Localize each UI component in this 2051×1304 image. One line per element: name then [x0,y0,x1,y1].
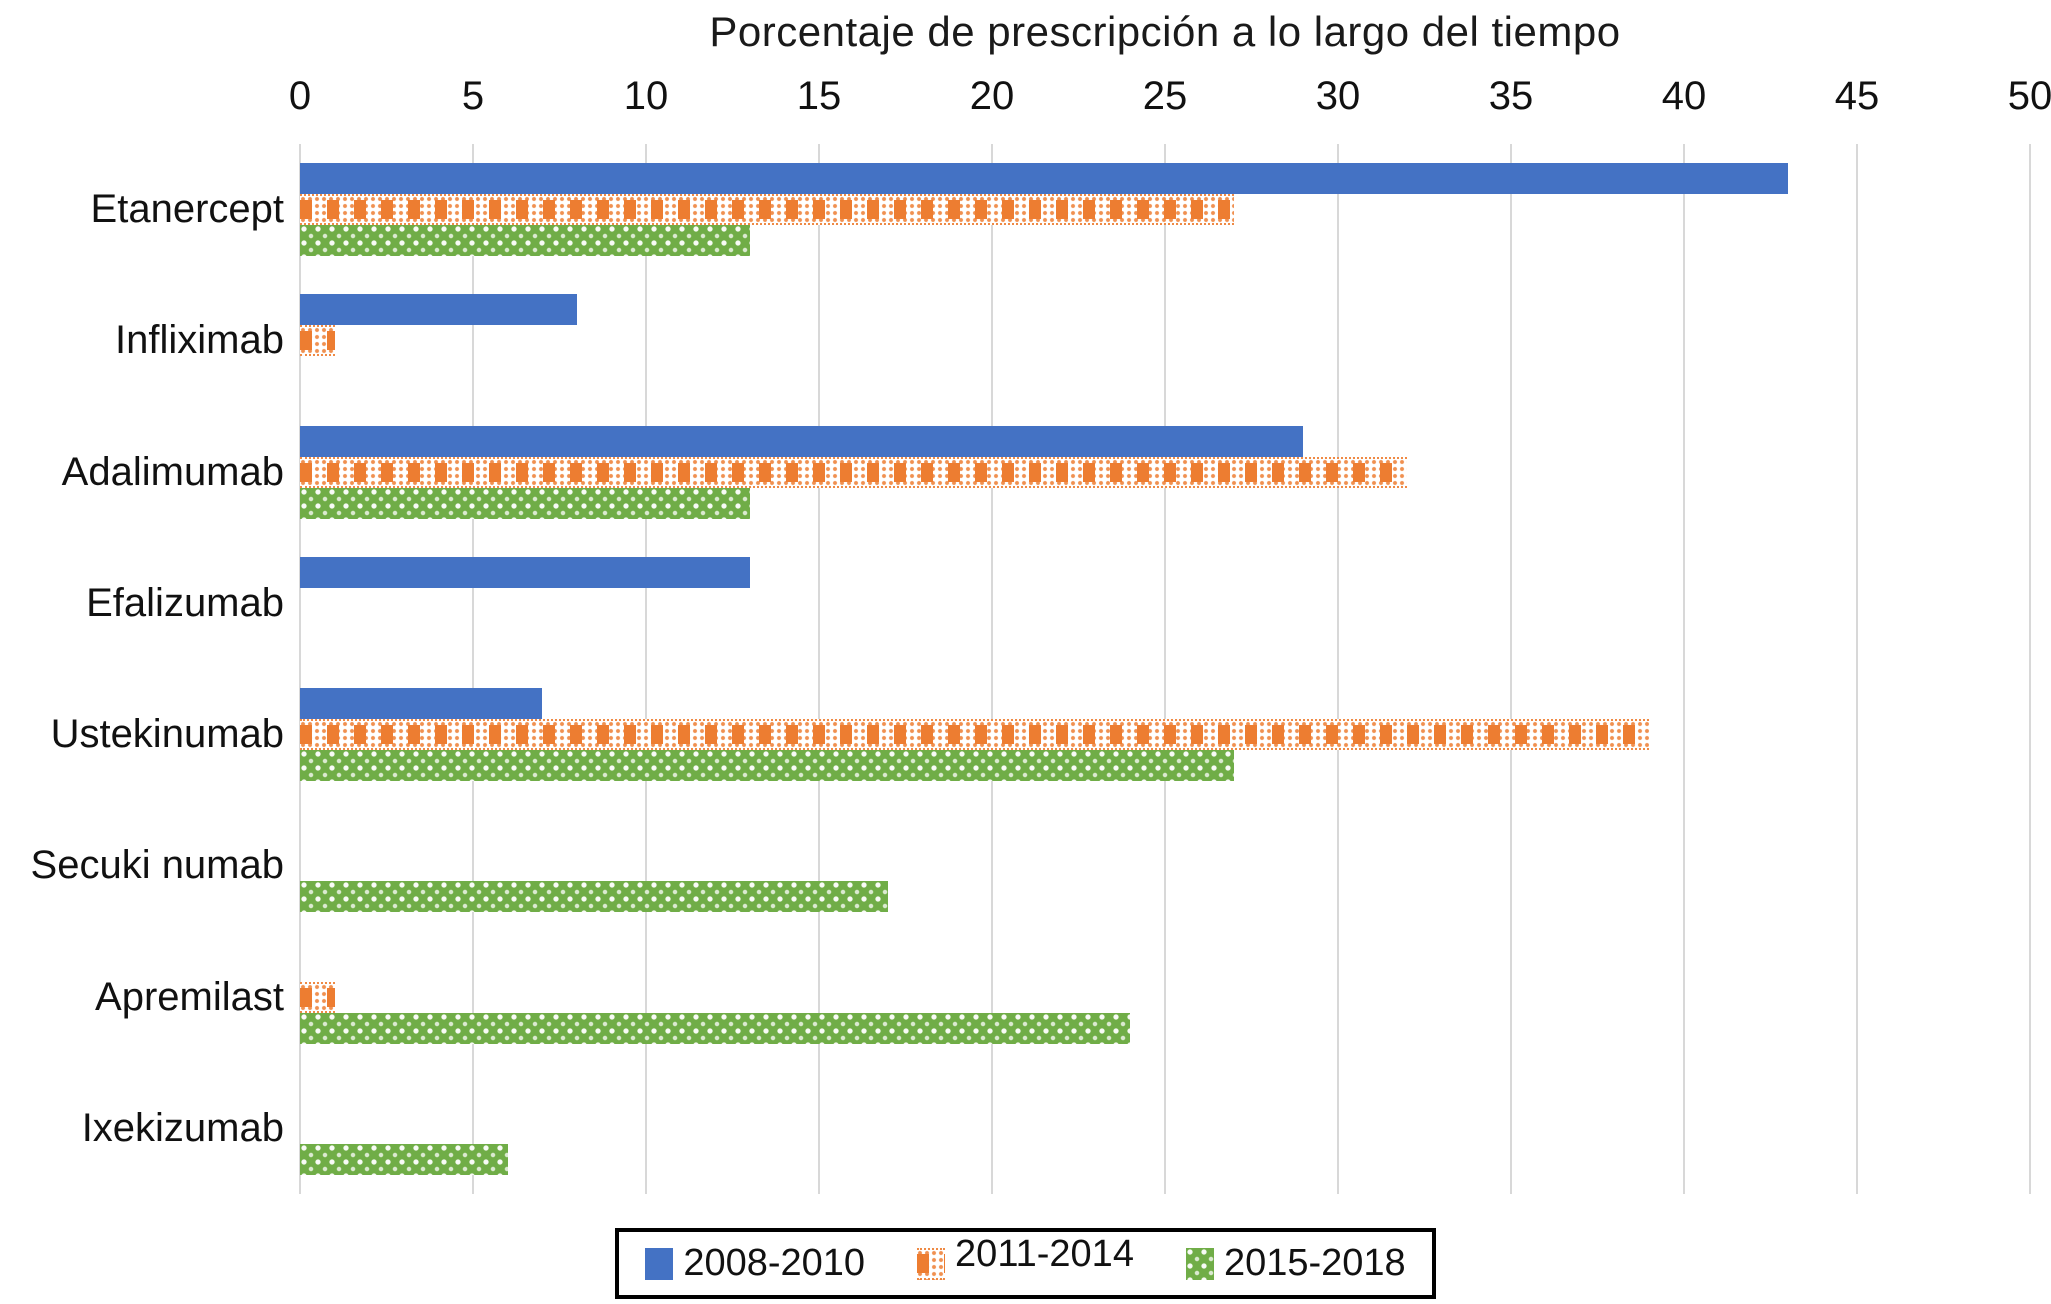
bar-2015-2018 [300,750,1235,782]
bar-2011-2014 [300,194,1235,226]
gridline [1683,144,1685,1194]
bar-slot [300,951,2030,982]
bar-2008-2010 [300,425,1304,457]
category-label: Efalizumab [86,580,284,625]
bar-slot [300,819,2030,850]
bar-2008-2010 [300,688,543,720]
bar-slot [300,294,2030,326]
category-label: Infliximab [115,318,284,363]
bar-row-adalimumab [300,407,2030,538]
legend-label: 2015-2018 [1223,1242,1406,1284]
bar-2008-2010 [300,163,1788,195]
legend-label: 2011-2014 [955,1233,1134,1275]
bar-slot [300,194,2030,226]
category-label: Adalimumab [61,449,284,494]
x-axis-tick-label: 50 [2007,74,2051,118]
bar-slot [300,425,2030,457]
x-axis-tick-label: 45 [1834,74,1880,118]
bar-slot [300,750,2030,782]
bar-2015-2018 [300,881,889,913]
legend-swatch-icon [645,1247,674,1280]
x-axis-tick-label: 0 [288,74,312,118]
bar-row-apremilast [300,932,2030,1063]
bar-2015-2018 [300,1012,1131,1044]
legend-box: 2008-2010 2011-2014 2015-2018 [615,1228,1436,1299]
legend-swatch-icon [917,1247,946,1280]
bar-slot [300,719,2030,751]
gridline [645,144,647,1194]
bar-row-etanercept [300,144,2030,275]
bar-slot [300,163,2030,195]
category-label: Secuki numab [30,843,284,888]
bar-2011-2014 [300,981,335,1013]
bar-slot [300,1082,2030,1113]
bar-slot [300,881,2030,913]
bar-2011-2014 [300,325,335,357]
x-axis-ticks: 0 5 10 15 20 25 30 35 40 45 50 [289,74,2051,134]
category-label: Ustekinumab [50,712,284,757]
gridline [991,144,993,1194]
bar-2011-2014 [300,456,1408,488]
category-label: Ixekizumab [81,1105,284,1150]
bar-slot [300,588,2030,619]
bar-row-efalizumab [300,538,2030,669]
bar-slot [300,688,2030,720]
bar-row-secuki-numab [300,800,2030,931]
x-axis-tick-label: 40 [1661,74,1707,118]
bar-slot [300,1143,2030,1175]
gridline [1510,144,1512,1194]
bar-slot [300,225,2030,257]
bar-slot [300,619,2030,650]
bar-2008-2010 [300,294,577,326]
x-axis-tick-label: 30 [1315,74,1361,118]
category-label: Etanercept [90,187,284,232]
bar-slot [300,487,2030,519]
bar-row-ustekinumab [300,669,2030,800]
bar-2015-2018 [300,487,750,519]
x-axis-tick-label: 35 [1488,74,1534,118]
bar-slot [300,1012,2030,1044]
bar-slot [300,1113,2030,1144]
bar-2011-2014 [300,719,1650,751]
legend-swatch-icon [1185,1247,1214,1280]
gridline [472,144,474,1194]
gridline [1856,144,1858,1194]
bar-slot [300,325,2030,357]
chart-title: Porcentaje de prescripción a lo largo de… [709,8,1621,55]
x-axis-tick-label: 15 [796,74,842,118]
gridline [299,144,301,1194]
bar-2015-2018 [300,1143,508,1175]
gridline [1337,144,1339,1194]
legend-entry-2011-2014: 2011-2014 [917,1233,1134,1285]
bar-slot [300,556,2030,588]
chart-body: Etanercept Infliximab Adalimumab Efalizumab… [0,144,2051,1194]
gridline [2029,144,2031,1194]
bar-row-infliximab [300,275,2030,406]
legend-entry-2008-2010: 2008-2010 [645,1242,865,1285]
x-axis-tick-label: 10 [623,74,669,118]
legend-label: 2008-2010 [683,1242,866,1284]
legend: 2008-2010 2011-2014 2015-2018 [0,1228,2051,1299]
gridline [818,144,820,1194]
x-axis-tick-label: 20 [969,74,1015,118]
axis-spacer [0,74,300,134]
category-label: Apremilast [95,974,284,1019]
x-axis-tick-label: 25 [1142,74,1188,118]
bar-2015-2018 [300,225,750,257]
plot-area [299,144,2031,1194]
bar-slot [300,356,2030,387]
x-axis: 0 5 10 15 20 25 30 35 40 45 50 [0,74,2051,134]
bar-slot [300,981,2030,1013]
bar-row-ixekizumab [300,1063,2030,1194]
bar-2008-2010 [300,556,750,588]
bar-slot [300,850,2030,881]
legend-entry-2015-2018: 2015-2018 [1185,1242,1406,1285]
category-labels: Etanercept Infliximab Adalimumab Efalizumab… [0,144,300,1194]
gridline [1164,144,1166,1194]
x-axis-tick-label: 5 [461,74,485,118]
bar-slot [300,456,2030,488]
